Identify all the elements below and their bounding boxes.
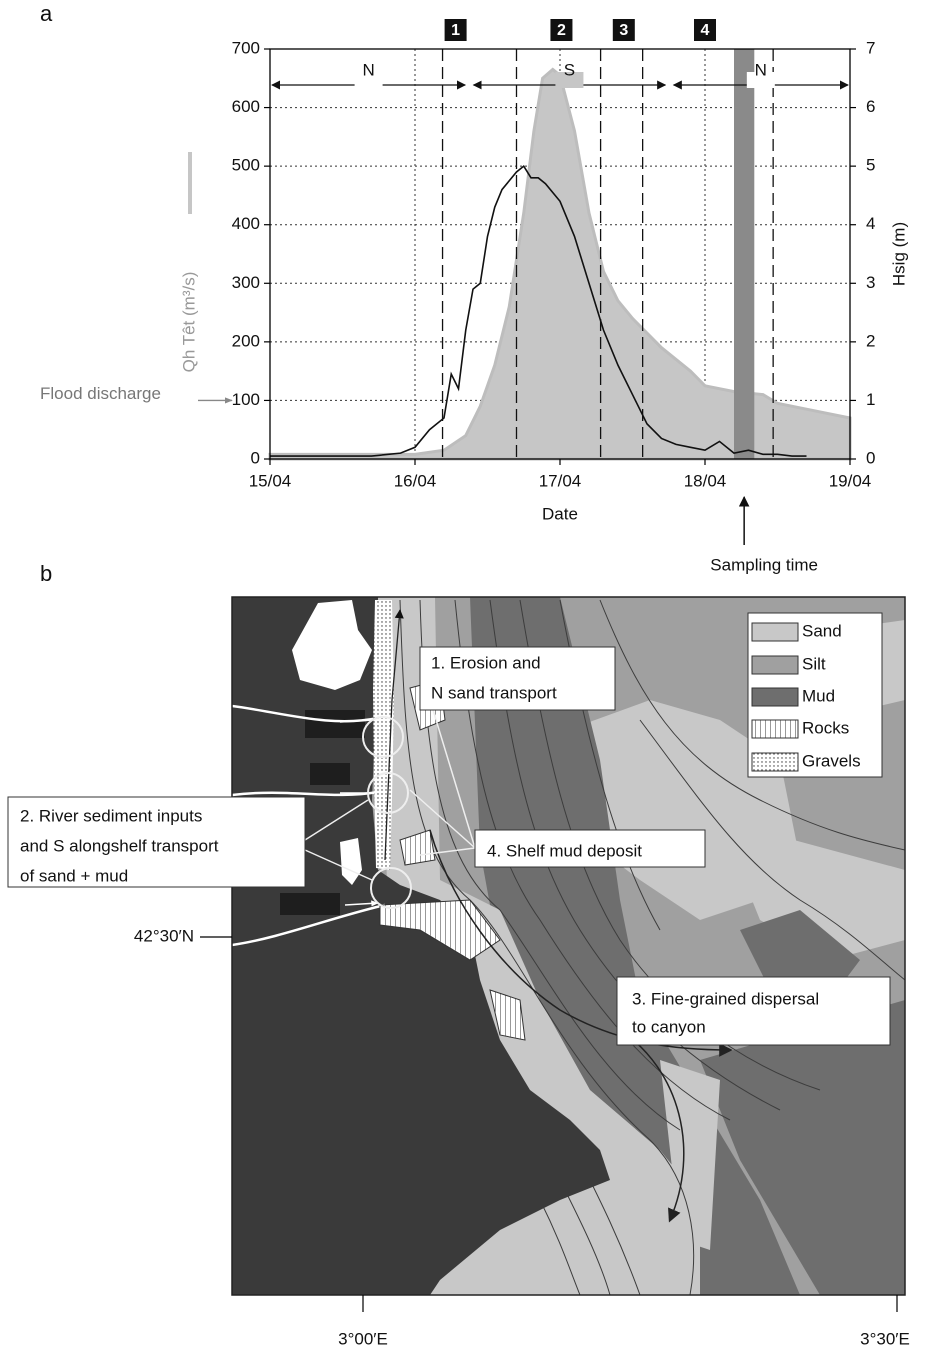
legend-swatch [751,655,799,675]
y-tick-label: 500 [232,156,260,175]
y2-tick-label: 3 [866,273,875,292]
leader-line [304,699,476,881]
y2-tick-label: 5 [866,156,875,175]
rocks [379,679,526,1041]
phase-label: S [564,60,575,79]
y-tick-label: 100 [232,390,260,409]
y2-tick-label: 6 [866,97,875,116]
dispersal-arrow [429,829,733,1057]
legend-label: Mud [802,686,835,705]
annotation: and S alongshelf transport [20,836,219,855]
x-tick-label: 19/04 [829,471,872,490]
x-tick-label: 18/04 [684,471,727,490]
urban-area [310,763,350,785]
annotation-box [474,829,706,868]
x-tick-label: 16/04 [394,471,437,490]
y-tick-label: 300 [232,273,260,292]
legend-swatch [751,687,799,707]
event-marker [612,19,635,41]
y-tick-label: 0 [251,448,260,467]
annotation-box [616,976,891,1046]
y-tick-label: 200 [232,331,260,350]
annotation-box [419,646,616,711]
phase-label-bg [746,72,775,88]
input-circle [370,867,412,909]
y-tick-label: 600 [232,97,260,116]
annotation: 4. Shelf mud deposit [487,841,642,860]
event-marker [444,19,467,41]
y2-tick-label: 4 [866,214,875,233]
longitude-label: 3°00′E [338,1329,388,1348]
longitude-label: 3°30′E [860,1329,910,1348]
legend-label: Rocks [802,718,849,737]
y-axis-label: Qh Têt (m³/s) [179,272,198,373]
annotation-box [7,796,306,888]
y2-axis-label: Hsig (m) [889,222,908,286]
phase-label: N [755,60,767,79]
y2-tick-label: 0 [866,448,875,467]
phase-label-bg [555,72,584,88]
transport-arrow [384,609,404,861]
phase-label-bg [354,72,383,88]
sampling-bar [734,49,755,459]
y-tick-label: 400 [232,214,260,233]
x-tick-label: 15/04 [249,471,292,490]
map-frame [231,596,906,1296]
input-circle [362,716,404,758]
y2-tick-label: 2 [866,331,875,350]
x-axis-label: Date [542,504,578,523]
legend-swatch [751,622,799,642]
event-marker-label: 4 [701,22,710,39]
legend-label: Silt [802,654,826,673]
event-marker [550,19,573,41]
sediment-map: Sand Silt Mud Rocks Gravels 1. Erosion a… [7,596,910,1348]
annotation: 3. Fine-grained dispersal [632,989,819,1008]
annotation: 1. Erosion and [431,653,541,672]
y-tick-label: 700 [232,38,260,57]
urban-area [280,893,340,915]
y2-tick-label: 1 [866,390,875,409]
phase-label: N [362,60,374,79]
event-marker-label: 2 [557,22,566,39]
event-marker [694,19,716,41]
panel-label: a [40,1,53,26]
flood-label: Flood discharge [40,384,161,403]
discharge-area [268,67,852,461]
dispersal-arrow [619,1029,685,1223]
mud-area [470,597,905,1295]
gravels [373,600,394,870]
annotation: to canyon [632,1017,706,1036]
lagoon [292,600,372,885]
sampling-label: Sampling time [710,555,818,574]
annotation: N sand transport [431,683,557,702]
annotation: 2. River sediment inputs [20,806,202,825]
annotation: of sand + mud [20,866,128,885]
x-tick-label: 17/04 [539,471,582,490]
legend-label: Sand [802,621,842,640]
input-circle [367,772,409,814]
event-marker-label: 3 [619,22,628,39]
event-marker-label: 1 [451,22,460,39]
legend-swatch [751,719,799,739]
panel-label: b [40,561,52,586]
discharge-chart: N S N 1 2 3 4 0 100 200 300 400 500 600 700 0 1 2 3 4 5 6 7 15/… [40,19,908,574]
urban-area [305,710,365,738]
y2-tick-label: 7 [866,38,875,57]
legend-label: Gravels [802,751,861,770]
hsig-line [270,164,807,457]
legend-swatch [751,752,799,772]
latitude-label: 42°30′N [134,926,194,945]
